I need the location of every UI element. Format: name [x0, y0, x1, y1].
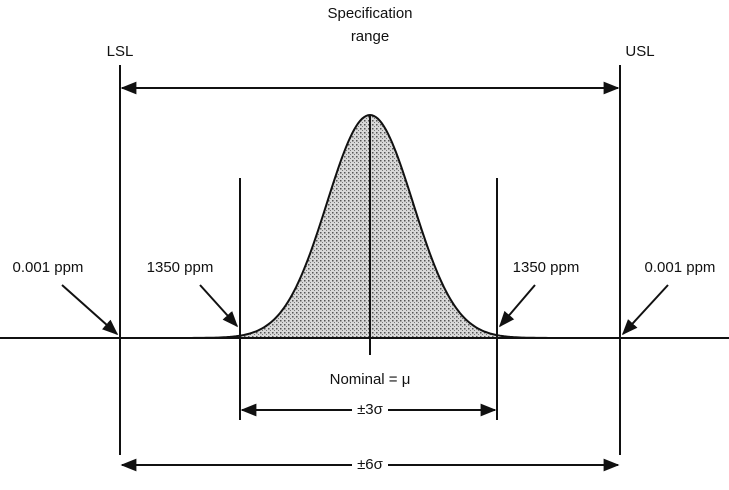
pointer — [621, 284, 669, 336]
label-bg — [352, 400, 388, 420]
pointer — [61, 284, 119, 336]
shaded-area — [240, 115, 497, 338]
pointer — [498, 284, 536, 328]
tail-label: 1350 ppm — [513, 259, 580, 276]
title: range — [351, 28, 389, 45]
tail-label: 0.001 ppm — [645, 259, 716, 276]
nominal-label: Nominal = μ — [330, 371, 411, 388]
tail-label: 0.001 ppm — [13, 259, 84, 276]
usl-label: USL — [625, 43, 654, 60]
outer-span-label: ±6σ — [357, 456, 384, 473]
inner-span-label: ±3σ — [357, 401, 384, 418]
label-bg — [352, 455, 388, 475]
title: Specification — [327, 5, 412, 22]
lsl-label: LSL — [107, 43, 134, 60]
tail-label: 1350 ppm — [147, 259, 214, 276]
pointer — [199, 284, 239, 328]
